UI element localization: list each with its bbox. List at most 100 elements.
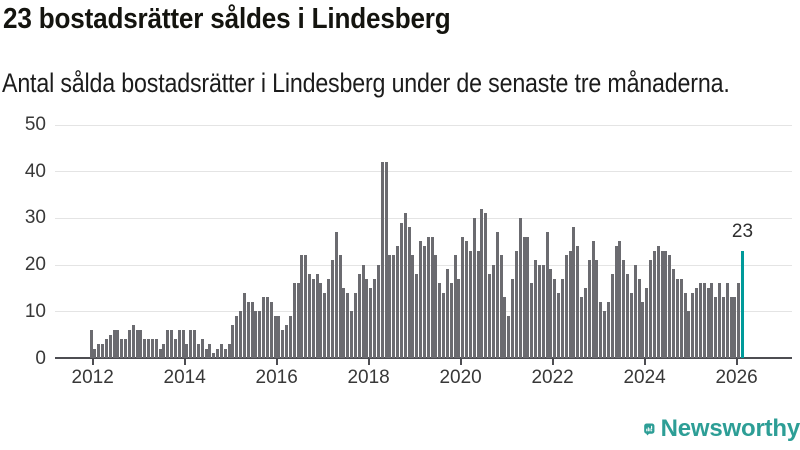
bar xyxy=(449,283,453,358)
bar xyxy=(108,334,112,358)
y-axis-label: 10 xyxy=(24,300,46,322)
bar xyxy=(269,302,273,358)
newsworthy-logo: Newsworthy xyxy=(644,412,800,450)
highlight-value-label: 23 xyxy=(731,220,754,242)
bar xyxy=(323,292,327,358)
bar xyxy=(541,264,545,358)
bar xyxy=(150,339,154,358)
bar xyxy=(162,344,166,358)
bar xyxy=(557,292,561,358)
bar xyxy=(396,245,400,358)
gridline xyxy=(55,124,792,126)
bar xyxy=(181,330,185,358)
bar xyxy=(223,348,227,358)
bar xyxy=(265,297,269,358)
bar xyxy=(564,255,568,358)
x-axis-tick xyxy=(91,359,94,365)
bar xyxy=(369,287,373,358)
bar xyxy=(457,278,461,358)
bar xyxy=(549,269,553,358)
bar xyxy=(426,236,430,358)
bar xyxy=(503,297,507,358)
bar xyxy=(472,217,476,358)
bar xyxy=(668,255,672,358)
bar xyxy=(239,311,242,358)
bar xyxy=(357,273,361,358)
x-axis-tick xyxy=(643,359,646,365)
bar xyxy=(173,339,177,358)
bar xyxy=(729,297,733,358)
bar xyxy=(710,283,714,358)
bar xyxy=(526,236,530,358)
bar xyxy=(445,269,449,358)
bar xyxy=(641,302,645,358)
bar xyxy=(296,283,300,358)
bar xyxy=(166,330,170,358)
bar xyxy=(353,292,357,358)
bar xyxy=(285,325,288,358)
x-axis-label: 2016 xyxy=(255,367,298,388)
bar xyxy=(606,302,610,358)
bar xyxy=(120,339,124,358)
bar xyxy=(143,339,147,358)
bar xyxy=(618,241,622,359)
bar xyxy=(652,250,656,358)
bar xyxy=(204,348,208,358)
bar xyxy=(350,311,354,358)
bar xyxy=(603,311,607,358)
bar xyxy=(242,292,246,358)
bar xyxy=(537,264,541,358)
bar xyxy=(216,348,219,358)
bar xyxy=(154,339,158,358)
bar xyxy=(511,278,515,358)
bar xyxy=(189,330,193,358)
y-axis-label: 30 xyxy=(24,207,46,229)
bar xyxy=(288,316,292,358)
x-axis-tick xyxy=(735,359,738,365)
bar xyxy=(645,287,649,358)
bar xyxy=(737,283,741,358)
bar xyxy=(227,344,231,358)
bar xyxy=(407,227,411,358)
bar xyxy=(522,236,526,358)
bar xyxy=(649,259,652,358)
bar xyxy=(491,264,495,358)
bar xyxy=(200,339,204,358)
bar xyxy=(480,208,484,358)
bar xyxy=(392,255,396,358)
bar xyxy=(576,245,580,358)
gridline xyxy=(55,171,792,173)
x-axis-label: 2012 xyxy=(71,367,114,388)
bar xyxy=(212,353,216,358)
bar xyxy=(499,255,503,358)
chart-subtitle: Antal sålda bostadsrätter i Lindesberg u… xyxy=(2,68,730,98)
bar xyxy=(112,330,116,358)
bar xyxy=(235,316,239,358)
highlight-bar xyxy=(741,250,744,358)
bar xyxy=(419,241,423,359)
bar xyxy=(388,255,392,358)
bar xyxy=(127,330,131,358)
x-axis-line xyxy=(55,357,792,359)
y-axis-label: 20 xyxy=(24,254,46,276)
bar xyxy=(258,311,262,358)
newsworthy-speech-bubble-bar-chart-icon xyxy=(644,423,655,436)
bar xyxy=(330,259,334,358)
bar xyxy=(399,222,403,358)
bar xyxy=(384,161,388,358)
bar xyxy=(304,255,308,358)
x-axis-tick xyxy=(367,359,370,365)
bar xyxy=(338,255,342,358)
bar xyxy=(311,278,315,358)
bar xyxy=(254,311,258,358)
bar xyxy=(319,283,323,358)
bar xyxy=(468,250,472,358)
bar xyxy=(116,330,120,358)
bar xyxy=(695,287,698,358)
bar xyxy=(308,273,311,358)
bar xyxy=(403,213,407,358)
bar xyxy=(687,311,691,358)
bar xyxy=(434,255,438,358)
bar xyxy=(629,292,633,358)
